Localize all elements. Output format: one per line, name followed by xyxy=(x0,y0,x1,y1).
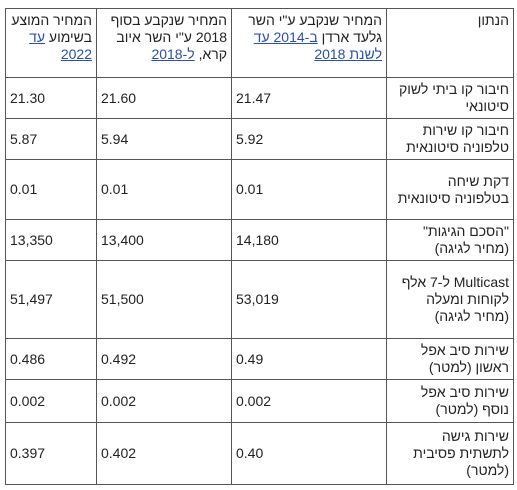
price-cell: 5.92 xyxy=(231,118,387,160)
row-label: שירות גישה לתשתית פסיבית (למטר) xyxy=(386,422,514,485)
header-cell: המחיר שנקבע בסוף 2018 ע"י השר איוב קרא, … xyxy=(96,8,232,78)
header-link[interactable]: ב-2014 עד לשנת 2018 xyxy=(253,29,382,62)
price-cell: 5.94 xyxy=(96,118,232,160)
table-body: חיבור קו ביתי לשוק סיטונאי 21.47 21.60 21.3… xyxy=(5,77,514,485)
price-cell: 0.002 xyxy=(96,379,232,423)
price-cell: 0.01 xyxy=(5,159,97,220)
price-cell: 0.492 xyxy=(96,338,232,380)
header-row: הנתון המחיר שנקבע ע"י השר גלעד ארדן ב-201… xyxy=(5,8,514,78)
header-cell: המחיר המוצע בשימוע עד 2022 xyxy=(5,8,97,78)
header-text: המחיר שנקבע בסוף 2018 ע"י השר איוב קרא, xyxy=(110,12,227,62)
table-row: חיבור קו שירות טלפוניה סיטונאית 5.92 5.94 5… xyxy=(5,118,514,160)
header-text: המחיר המוצע בשימוע xyxy=(11,12,92,45)
header-cell: הנתון xyxy=(386,8,514,78)
header-cell: המחיר שנקבע ע"י השר גלעד ארדן ב-2014 עד … xyxy=(231,8,387,78)
table-container: הנתון המחיר שנקבע ע"י השר גלעד ארדן ב-201… xyxy=(5,8,514,485)
price-cell: 21.60 xyxy=(96,77,232,119)
table-row: שירות סיב אפל נוסף (למטר) 0.002 0.002 0.002 xyxy=(5,379,514,423)
price-table: הנתון המחיר שנקבע ע"י השר גלעד ארדן ב-201… xyxy=(5,8,514,485)
table-row: שירות גישה לתשתית פסיבית (למטר) 0.40 0.402… xyxy=(5,422,514,485)
price-cell: 0.01 xyxy=(96,159,232,220)
price-cell: 0.397 xyxy=(5,422,97,485)
price-cell: 13,400 xyxy=(96,219,232,261)
price-cell: 21.30 xyxy=(5,77,97,119)
row-label: חיבור קו ביתי לשוק סיטונאי xyxy=(386,77,514,119)
row-label: חיבור קו שירות טלפוניה סיטונאית xyxy=(386,118,514,160)
price-cell: 53,019 xyxy=(231,260,387,339)
price-cell: 14,180 xyxy=(231,219,387,261)
header-text: הנתון xyxy=(477,12,509,28)
price-cell: 0.002 xyxy=(5,379,97,423)
table-row: "הסכם הגיגות" (מחיר לגיגה) 14,180 13,400 13… xyxy=(5,219,514,261)
header-link[interactable]: עד 2022 xyxy=(29,29,92,62)
price-cell: 13,350 xyxy=(5,219,97,261)
row-label: שירות סיב אפל ראשון (למטר) xyxy=(386,338,514,380)
price-cell: 0.402 xyxy=(96,422,232,485)
table-row: דקת שיחה בטלפוניה סיטונאית 0.01 0.01 0.01 xyxy=(5,159,514,220)
row-label: דקת שיחה בטלפוניה סיטונאית xyxy=(386,159,514,220)
price-cell: 0.49 xyxy=(231,338,387,380)
header-link[interactable]: ל-2018 xyxy=(151,46,195,62)
header-text: המחיר שנקבע ע"י השר גלעד ארדן xyxy=(248,12,382,45)
row-label: "הסכם הגיגות" (מחיר לגיגה) xyxy=(386,219,514,261)
price-cell: 0.002 xyxy=(231,379,387,423)
row-label: שירות סיב אפל נוסף (למטר) xyxy=(386,379,514,423)
price-cell: 0.01 xyxy=(231,159,387,220)
price-cell: 0.486 xyxy=(5,338,97,380)
price-cell: 0.40 xyxy=(231,422,387,485)
table-row: חיבור קו ביתי לשוק סיטונאי 21.47 21.60 21.3… xyxy=(5,77,514,119)
table-header: הנתון המחיר שנקבע ע"י השר גלעד ארדן ב-201… xyxy=(5,8,514,78)
table-row: Multicast ל-7 אלף לקוחות ומעלה (מחיר לגי… xyxy=(5,260,514,339)
price-cell: 5.87 xyxy=(5,118,97,160)
price-cell: 51,497 xyxy=(5,260,97,339)
row-label: Multicast ל-7 אלף לקוחות ומעלה (מחיר לגי… xyxy=(386,260,514,339)
price-cell: 51,500 xyxy=(96,260,232,339)
price-cell: 21.47 xyxy=(231,77,387,119)
table-row: שירות סיב אפל ראשון (למטר) 0.49 0.492 0.486 xyxy=(5,338,514,380)
